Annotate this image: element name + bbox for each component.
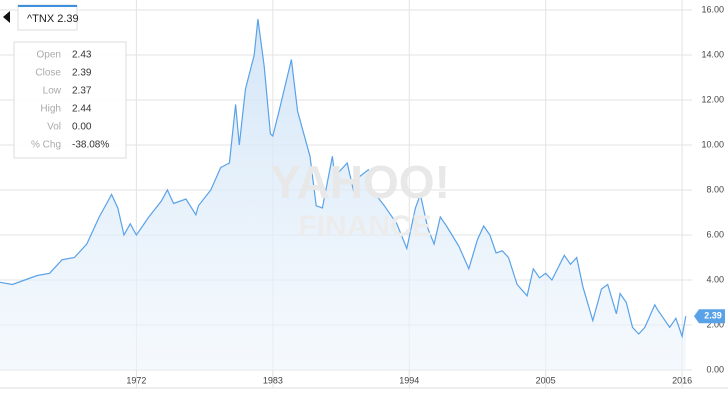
tooltip-value: 2.39 <box>72 68 92 79</box>
y-tick-label: 6.00 <box>706 229 724 239</box>
y-tick-label: 12.00 <box>701 94 724 104</box>
tooltip-label: High <box>40 104 61 115</box>
tooltip-value: 2.44 <box>72 104 92 115</box>
x-tick-label: 1994 <box>399 375 419 385</box>
area <box>0 19 686 370</box>
header: ^TNX 2.39 <box>27 13 79 25</box>
watermark: YAHOO! <box>270 156 450 208</box>
tooltip-label: Open <box>37 50 61 61</box>
price-tag <box>694 309 725 324</box>
watermark: FINANCE <box>298 210 431 243</box>
axes: 0.00 2.00 4.00 6.00 8.00 10.00 12.00 14.00 16.00… <box>0 4 728 389</box>
x-tick-label: 2016 <box>672 375 692 385</box>
tooltip-label: % Chg <box>31 140 61 151</box>
y-tick-label: 2.00 <box>706 319 724 329</box>
x-tick-label: 2005 <box>536 375 556 385</box>
x-tick-label: 1972 <box>126 375 146 385</box>
back-arrow[interactable] <box>3 11 10 23</box>
line <box>0 18 687 339</box>
tooltip-value: 0.00 <box>72 122 92 133</box>
x-tick-label: 1983 <box>263 375 283 385</box>
y-tick-label: 0.00 <box>706 364 724 374</box>
tooltip-value: -38.08% <box>72 140 109 151</box>
y-tick-label: 10.00 <box>701 139 724 149</box>
header-accent <box>18 5 77 7</box>
y-tick-label: 8.00 <box>706 184 724 194</box>
y-tick-label: 16.00 <box>701 4 724 14</box>
tooltip: Open 2.43 Close 2.39 Low 2.37 High 2.44 Vol 0.00%… <box>31 50 109 151</box>
plot <box>0 18 687 370</box>
header-box <box>17 4 78 31</box>
price-label: 2.39 <box>704 311 722 321</box>
tooltip-label: Vol <box>47 122 61 133</box>
tooltip-label: Close <box>35 68 61 79</box>
y-tick-label: 14.00 <box>701 49 724 59</box>
tooltip-value: 2.43 <box>72 50 92 61</box>
tooltip-box <box>13 41 127 159</box>
y-tick-label: 4.00 <box>706 274 724 284</box>
tooltip-label: Low <box>43 86 62 97</box>
tooltip-value: 2.37 <box>72 86 92 97</box>
